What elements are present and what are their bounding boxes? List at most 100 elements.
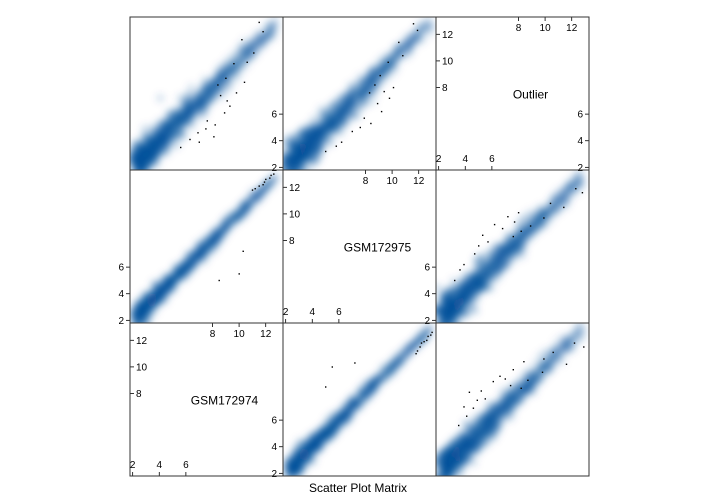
density-blob [386,56,393,63]
density-blob [402,351,409,358]
density-blob [152,279,159,287]
density-blob [198,244,206,251]
density-blob [193,106,200,114]
density-blob [354,111,362,118]
density-blob [188,251,195,258]
density-blob [440,478,446,484]
density-blob [266,26,274,33]
density-blob [139,152,147,159]
outlier-point [335,145,337,147]
outlier-point [331,366,333,368]
density-blob [318,122,326,129]
outlier-point [229,105,231,107]
outlier-point [243,81,246,83]
density-blob [283,154,290,161]
density-blob [216,63,224,71]
outlier-point [180,146,182,149]
density-blob [416,332,424,339]
density-blob [132,149,139,156]
outlier-point [466,415,468,417]
density-blob [358,100,365,108]
density-blob [291,470,298,476]
density-blob [530,360,538,368]
density-blob [324,106,331,113]
density-blob [334,127,342,134]
outlier-point [416,350,419,352]
density-blob [494,406,502,413]
density-blob [297,138,304,145]
density-blob [291,135,299,143]
outlier-point [480,390,482,392]
density-blob [506,390,513,397]
density-blob [299,461,306,468]
outlier-point [269,177,271,179]
outlier-point [351,130,353,133]
density-blob [357,73,364,81]
density-blob [299,448,306,455]
outlier-point [398,41,400,44]
outlier-point [420,342,423,344]
density-cloud [283,323,435,476]
density-blob [327,139,334,147]
outlier-point [419,346,421,348]
outlier-point [504,378,506,380]
density-blob [220,92,227,99]
density-blob [437,481,443,487]
outlier-point [233,63,235,65]
density-blob [315,441,322,448]
density-blob [142,166,149,170]
outlier-point [402,55,404,57]
density-blob [174,119,181,126]
density-blob [192,261,200,268]
density-blob [360,91,367,98]
density-blob [325,421,333,428]
density-blob [457,448,464,455]
density-blob [405,49,412,56]
density-blob [565,340,572,347]
density-blob [172,113,180,121]
density-blob [349,393,357,401]
outlier-point [380,110,383,113]
outlier-point [387,61,389,63]
outlier-point [509,384,512,387]
density-blob [163,117,170,125]
outlier-point [263,181,266,183]
density-blob [303,455,311,462]
density-blob [297,467,304,474]
density-blob [197,91,204,98]
density-blob [323,112,330,119]
density-blob [213,237,220,245]
density-blob [325,427,332,434]
outlier-point [253,52,255,54]
outlier-point [205,128,207,130]
density-blob [285,134,292,141]
density-blob [527,371,535,378]
density-blob [141,147,148,154]
density-blob [436,472,439,476]
density-blob [441,476,447,482]
density-blob [283,165,287,170]
outlier-point [225,77,227,79]
density-blob [188,106,195,113]
density-blob [186,269,193,277]
density-blob [177,113,185,120]
outlier-point [273,173,275,175]
outlier-point [573,342,576,344]
outlier-point [431,331,433,334]
outlier-point [226,100,228,102]
density-blob [332,106,339,114]
density-blob [132,141,139,148]
density-blob [291,148,298,155]
outlier-point [223,112,226,114]
density-blob [305,156,312,163]
density-blob [315,433,322,440]
density-blob [241,37,248,44]
outlier-point [512,369,514,371]
density-blob [439,477,445,483]
density-blob [259,41,266,48]
density-blob [381,62,388,69]
density-blob [208,79,215,86]
outlier-point [379,74,381,77]
density-panel [436,170,586,323]
